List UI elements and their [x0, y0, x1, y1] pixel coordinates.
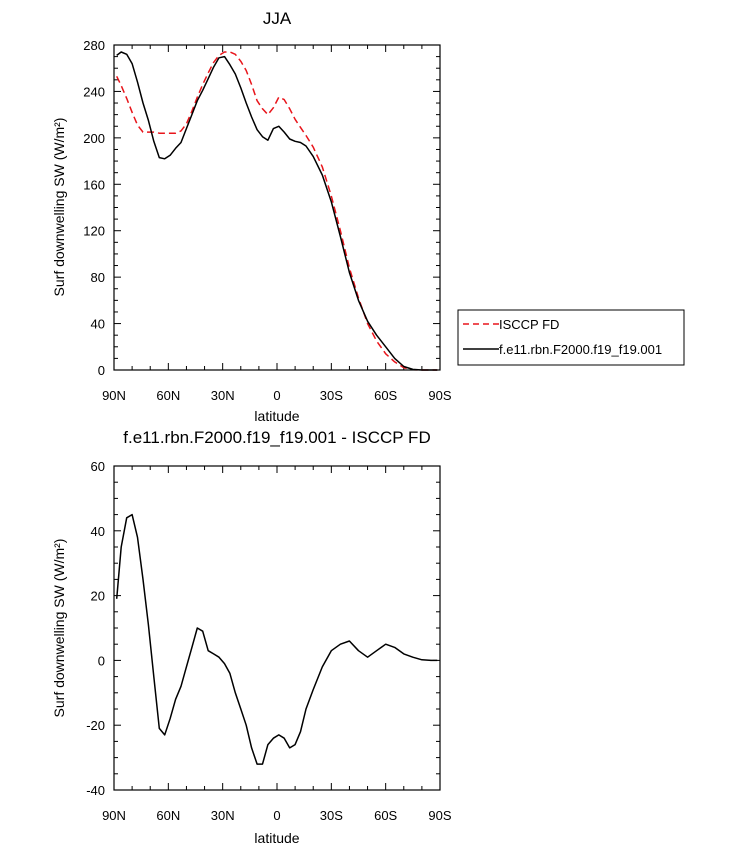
legend-label-isccp: ISCCP FD [499, 317, 559, 332]
top-series-line-0 [116, 51, 438, 371]
top-x-tick-label: 30S [320, 388, 343, 403]
top-x-tick-label: 30N [211, 388, 235, 403]
top-series-line-1 [116, 51, 438, 371]
top-x-tick-label: 0 [273, 388, 280, 403]
bottom-series-group [115, 513, 438, 765]
bottom-y-tick-label: 60 [91, 459, 105, 474]
bottom-y-tick-label: 20 [91, 589, 105, 604]
bottom-y-axis-label: Surf downwelling SW (W/m²) [51, 539, 67, 718]
bottom-y-tick-label: 40 [91, 524, 105, 539]
top-x-axis-label: latitude [254, 408, 299, 424]
top-y-tick-label: 240 [83, 84, 105, 99]
bottom-x-tick-label: 90S [428, 808, 451, 823]
bottom-series-line-0 [115, 513, 438, 765]
legend-box [457, 309, 685, 366]
bottom-x-axis-ticks: 90N 60N 30N 0 30S 60S 90S [102, 466, 452, 823]
top-chart-title: JJA [263, 9, 292, 28]
top-y-axis-label: Surf downwelling SW (W/m²) [51, 118, 67, 297]
bottom-y-tick-label: 0 [98, 653, 105, 668]
bottom-x-tick-label: 30S [320, 808, 343, 823]
top-y-tick-label: 120 [83, 224, 105, 239]
bottom-y-axis-ticks: -40 -20 0 20 40 60 [86, 459, 440, 798]
bottom-x-tick-label: 60S [374, 808, 397, 823]
top-y-tick-label: 40 [91, 317, 105, 332]
top-x-tick-label: 90S [428, 388, 451, 403]
top-y-tick-label: 160 [83, 177, 105, 192]
legend: ISCCP FD f.e11.rbn.F2000.f19_f19.001 [457, 309, 685, 366]
top-y-tick-label: 80 [91, 270, 105, 285]
top-y-tick-label: 0 [98, 363, 105, 378]
bottom-x-tick-label: 90N [102, 808, 126, 823]
bottom-panel: f.e11.rbn.F2000.f19_f19.001 - ISCCP FD -… [51, 428, 452, 846]
bottom-plot-frame [113, 465, 441, 791]
bottom-x-tick-label: 60N [156, 808, 180, 823]
bottom-chart-title: f.e11.rbn.F2000.f19_f19.001 - ISCCP FD [123, 428, 430, 447]
top-x-axis-ticks: 90N 60N 30N 0 30S 60S 90S [102, 45, 452, 403]
bottom-y-tick-label: -20 [86, 718, 105, 733]
bottom-y-tick-label: -40 [86, 783, 105, 798]
bottom-x-axis-label: latitude [254, 830, 299, 846]
bottom-x-tick-label: 0 [273, 808, 280, 823]
top-x-tick-label: 60N [156, 388, 180, 403]
top-series-group [116, 51, 438, 371]
top-y-tick-label: 200 [83, 131, 105, 146]
top-y-axis-ticks: 0 40 80 120 160 200 240 280 [83, 38, 440, 378]
top-plot-frame [113, 44, 441, 371]
top-x-tick-label: 60S [374, 388, 397, 403]
top-panel: JJA 0 40 80 120 160 200 240 280 90N 60N 30N 0 30S 60… [51, 9, 452, 424]
top-x-tick-label: 90N [102, 388, 126, 403]
legend-label-model: f.e11.rbn.F2000.f19_f19.001 [499, 342, 662, 357]
top-y-tick-label: 280 [83, 38, 105, 53]
bottom-x-tick-label: 30N [211, 808, 235, 823]
